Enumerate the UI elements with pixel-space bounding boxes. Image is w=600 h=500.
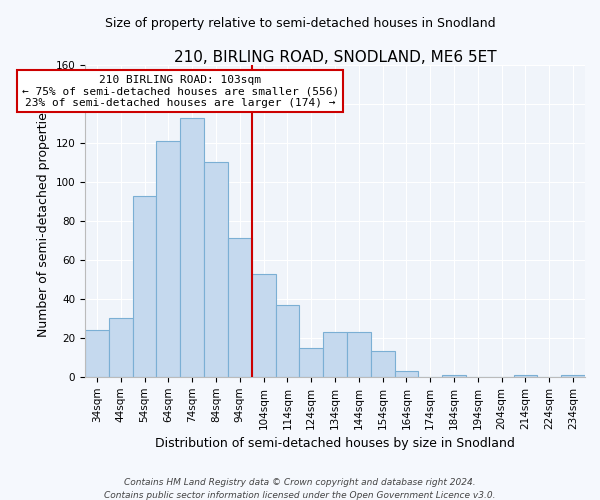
Bar — [109, 318, 133, 377]
Bar — [371, 352, 395, 377]
Bar — [228, 238, 252, 377]
X-axis label: Distribution of semi-detached houses by size in Snodland: Distribution of semi-detached houses by … — [155, 437, 515, 450]
Bar — [275, 304, 299, 377]
Bar — [252, 274, 275, 377]
Bar — [85, 330, 109, 377]
Text: 210 BIRLING ROAD: 103sqm
← 75% of semi-detached houses are smaller (556)
23% of : 210 BIRLING ROAD: 103sqm ← 75% of semi-d… — [22, 74, 339, 108]
Bar — [347, 332, 371, 377]
Bar — [514, 375, 538, 377]
Text: Contains HM Land Registry data © Crown copyright and database right 2024.
Contai: Contains HM Land Registry data © Crown c… — [104, 478, 496, 500]
Bar — [442, 375, 466, 377]
Text: Size of property relative to semi-detached houses in Snodland: Size of property relative to semi-detach… — [104, 18, 496, 30]
Bar — [204, 162, 228, 377]
Bar — [323, 332, 347, 377]
Bar — [395, 371, 418, 377]
Title: 210, BIRLING ROAD, SNODLAND, ME6 5ET: 210, BIRLING ROAD, SNODLAND, ME6 5ET — [174, 50, 496, 65]
Bar — [561, 375, 585, 377]
Bar — [180, 118, 204, 377]
Bar — [133, 196, 157, 377]
Bar — [299, 348, 323, 377]
Y-axis label: Number of semi-detached properties: Number of semi-detached properties — [37, 105, 50, 336]
Bar — [157, 141, 180, 377]
